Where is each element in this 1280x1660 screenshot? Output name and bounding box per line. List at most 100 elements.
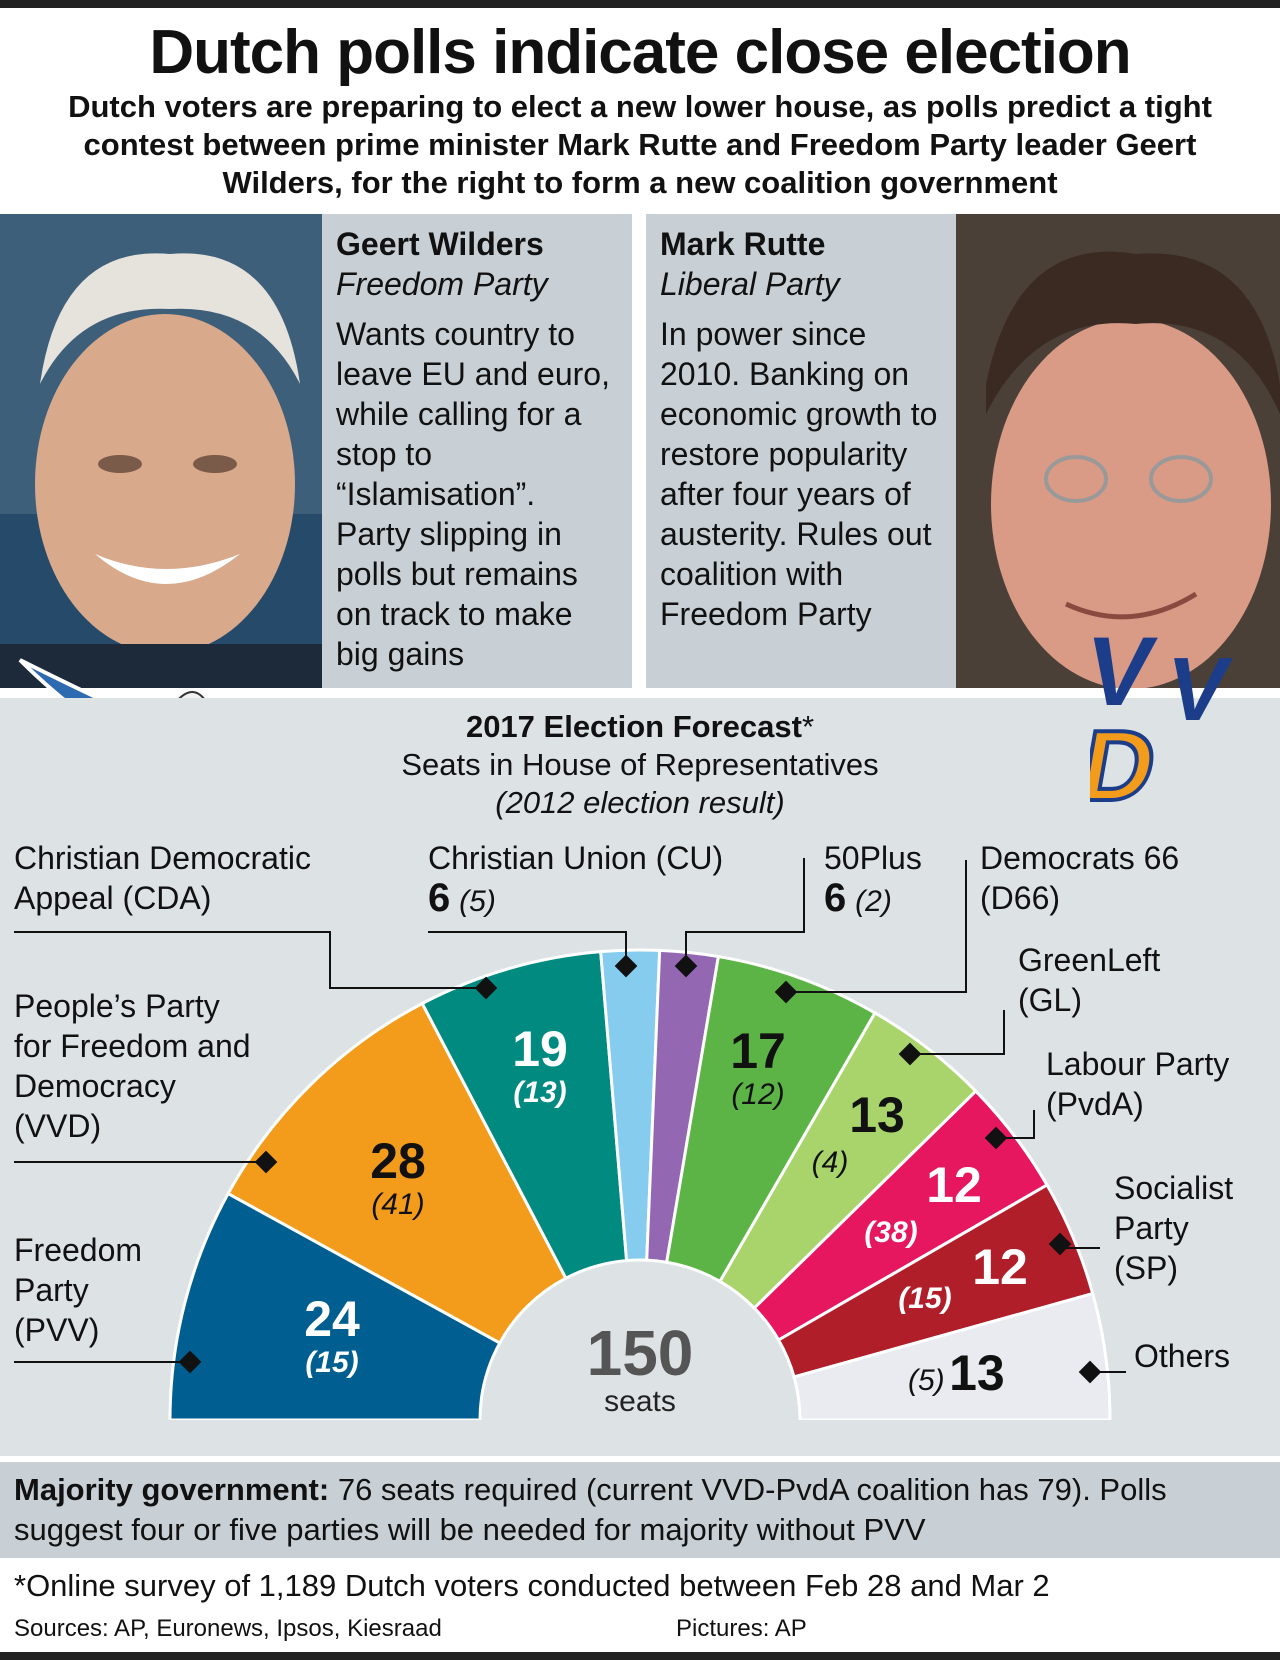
chart-title-block: 2017 Election Forecast* Seats in House o… <box>380 708 900 822</box>
label-cda-line2: Appeal (CDA) <box>14 880 212 916</box>
segment-label-gl-seats: 13 <box>832 1088 922 1142</box>
label-cu-prev: (5) <box>459 885 496 918</box>
segment-vvd <box>226 1001 568 1345</box>
segment-pvda-prev: (38) <box>864 1216 918 1249</box>
wilders-profile: Geert Wilders Freedom Party Wants countr… <box>322 214 632 688</box>
leader-line-50plus <box>685 858 805 966</box>
leader-marker-vvd <box>254 1150 278 1174</box>
chart-title-asterisk: * <box>801 709 815 744</box>
leader-marker-cu <box>614 954 638 978</box>
label-cda-line1: Christian Democratic <box>14 840 311 876</box>
segment-others-prev: (5) <box>908 1364 945 1397</box>
segment-gl-seats: 13 <box>849 1087 905 1143</box>
wilders-name: Geert Wilders <box>336 226 544 262</box>
leader-marker-d66 <box>774 980 798 1004</box>
wilders-description: Wants country to leave EU and euro, whil… <box>336 316 610 672</box>
label-vvd: People’s Party for Freedom and Democracy… <box>14 986 251 1146</box>
total-seats-number: 150 <box>586 1317 694 1389</box>
sources: Sources: AP, Euronews, Ipsos, Kiesraad <box>14 1615 442 1642</box>
leader-marker-cda <box>474 976 498 1000</box>
segment-d66-seats: 17 <box>730 1023 786 1079</box>
majority-box: Majority government: 76 seats required (… <box>0 1462 1280 1558</box>
label-gl: GreenLeft (GL) <box>1018 940 1160 1020</box>
label-50plus-prev: (2) <box>855 885 892 918</box>
label-gl-line1: GreenLeft <box>1018 942 1161 978</box>
leader-line-d66 <box>786 860 967 993</box>
label-others: Others <box>1134 1338 1231 1374</box>
rutte-description: In power since 2010. Banking on economic… <box>660 316 938 632</box>
rutte-photo <box>956 214 1280 688</box>
segment-others-seats: 13 <box>949 1345 1005 1401</box>
label-vvd-line4: (VVD) <box>14 1108 102 1144</box>
segment-label-vvd: 28 (41) <box>328 1134 468 1222</box>
label-sp-line2: Party <box>1114 1210 1189 1246</box>
label-pvv-line1: Freedom <box>14 1232 143 1268</box>
total-seats: 150 seats <box>560 1320 720 1418</box>
segment-label-pvda-prev: (38) <box>846 1216 936 1250</box>
segment-label-sp-seats: 12 <box>950 1240 1050 1294</box>
picture-credit: Pictures: AP <box>676 1615 807 1642</box>
top-rule <box>0 0 1280 8</box>
leader-line-cu <box>428 931 627 966</box>
segment-label-others: (5) 13 <box>908 1346 1088 1400</box>
segment-cda-seats: 19 <box>512 1021 568 1077</box>
label-vvd-line3: Democracy <box>14 1068 176 1104</box>
segment-sp-seats: 12 <box>972 1239 1028 1295</box>
label-d66: Democrats 66 (D66) <box>980 838 1179 918</box>
leader-marker-sp <box>1048 1232 1072 1256</box>
rutte-name: Mark Rutte <box>660 226 826 262</box>
label-cu-seats: 6 <box>428 876 451 920</box>
label-vvd-line1: People’s Party <box>14 988 220 1024</box>
leader-marker-others <box>1078 1360 1102 1384</box>
label-pvda-line2: (PvdA) <box>1046 1086 1144 1122</box>
segment-vvd-prev: (41) <box>371 1188 425 1221</box>
label-d66-line2: (D66) <box>980 880 1061 916</box>
leader-marker-pvda <box>984 1126 1008 1150</box>
leader-line-cda <box>14 931 486 989</box>
rutte-profile: Mark Rutte Liberal Party In power since … <box>646 214 956 688</box>
label-pvv-line2: Party <box>14 1272 89 1308</box>
page-subtitle: Dutch voters are preparing to elect a ne… <box>68 89 1212 200</box>
total-seats-unit: seats <box>604 1385 676 1418</box>
segment-label-sp-prev: (15) <box>880 1282 970 1316</box>
chart-subtitle-2012: (2012 election result) <box>495 785 785 820</box>
wilders-party: Freedom Party <box>336 266 548 302</box>
label-vvd-line2: for Freedom and <box>14 1028 251 1064</box>
label-pvda-line1: Labour Party <box>1046 1046 1230 1082</box>
label-sp-line1: Socialist <box>1114 1170 1234 1206</box>
segment-pvv-seats: 24 <box>304 1291 360 1347</box>
label-pvv-line3: (PVV) <box>14 1312 100 1348</box>
segment-label-pvda-seats: 12 <box>904 1158 1004 1212</box>
label-cda: Christian Democratic Appeal (CDA) <box>14 838 311 918</box>
segment-others <box>792 1291 1112 1422</box>
segment-sp-prev: (15) <box>898 1282 952 1315</box>
majority-text: 76 seats required (current VVD-PvdA coal… <box>14 1472 1167 1547</box>
leader-line-gl <box>910 1010 1005 1055</box>
label-cu: Christian Union (CU) 6 (5) <box>428 838 723 922</box>
label-sp-line3: (SP) <box>1114 1250 1178 1286</box>
segment-label-gl-prev: (4) <box>790 1146 870 1180</box>
page-title: Dutch polls indicate close election <box>149 18 1131 87</box>
wilders-photo <box>0 214 322 688</box>
chart-title: 2017 Election Forecast <box>465 709 802 744</box>
hemicycle-base <box>168 1420 1112 1424</box>
majority-heading: Majority government: <box>14 1472 330 1507</box>
footnote: *Online survey of 1,189 Dutch voters con… <box>14 1568 1050 1603</box>
label-50plus: 50Plus 6 (2) <box>824 838 922 922</box>
leader-line-pvda <box>996 1110 1035 1139</box>
label-50plus-seats: 6 <box>824 876 847 920</box>
segment-cda-prev: (13) <box>513 1076 567 1109</box>
segment-pvda-seats: 12 <box>926 1157 982 1213</box>
leader-marker-50plus <box>674 954 698 978</box>
leader-marker-gl <box>898 1042 922 1066</box>
segment-d66-prev: (12) <box>731 1078 785 1111</box>
chart-subtitle: Seats in House of Representatives <box>401 747 879 782</box>
label-sp: Socialist Party (SP) <box>1114 1168 1233 1288</box>
segment-label-cda: 19 (13) <box>470 1022 610 1110</box>
label-gl-line2: (GL) <box>1018 982 1082 1018</box>
segment-pvv <box>168 1191 502 1422</box>
segment-label-d66: 17 (12) <box>688 1024 828 1112</box>
label-pvv: Freedom Party (PVV) <box>14 1230 142 1350</box>
label-50plus-name: 50Plus <box>824 840 922 876</box>
